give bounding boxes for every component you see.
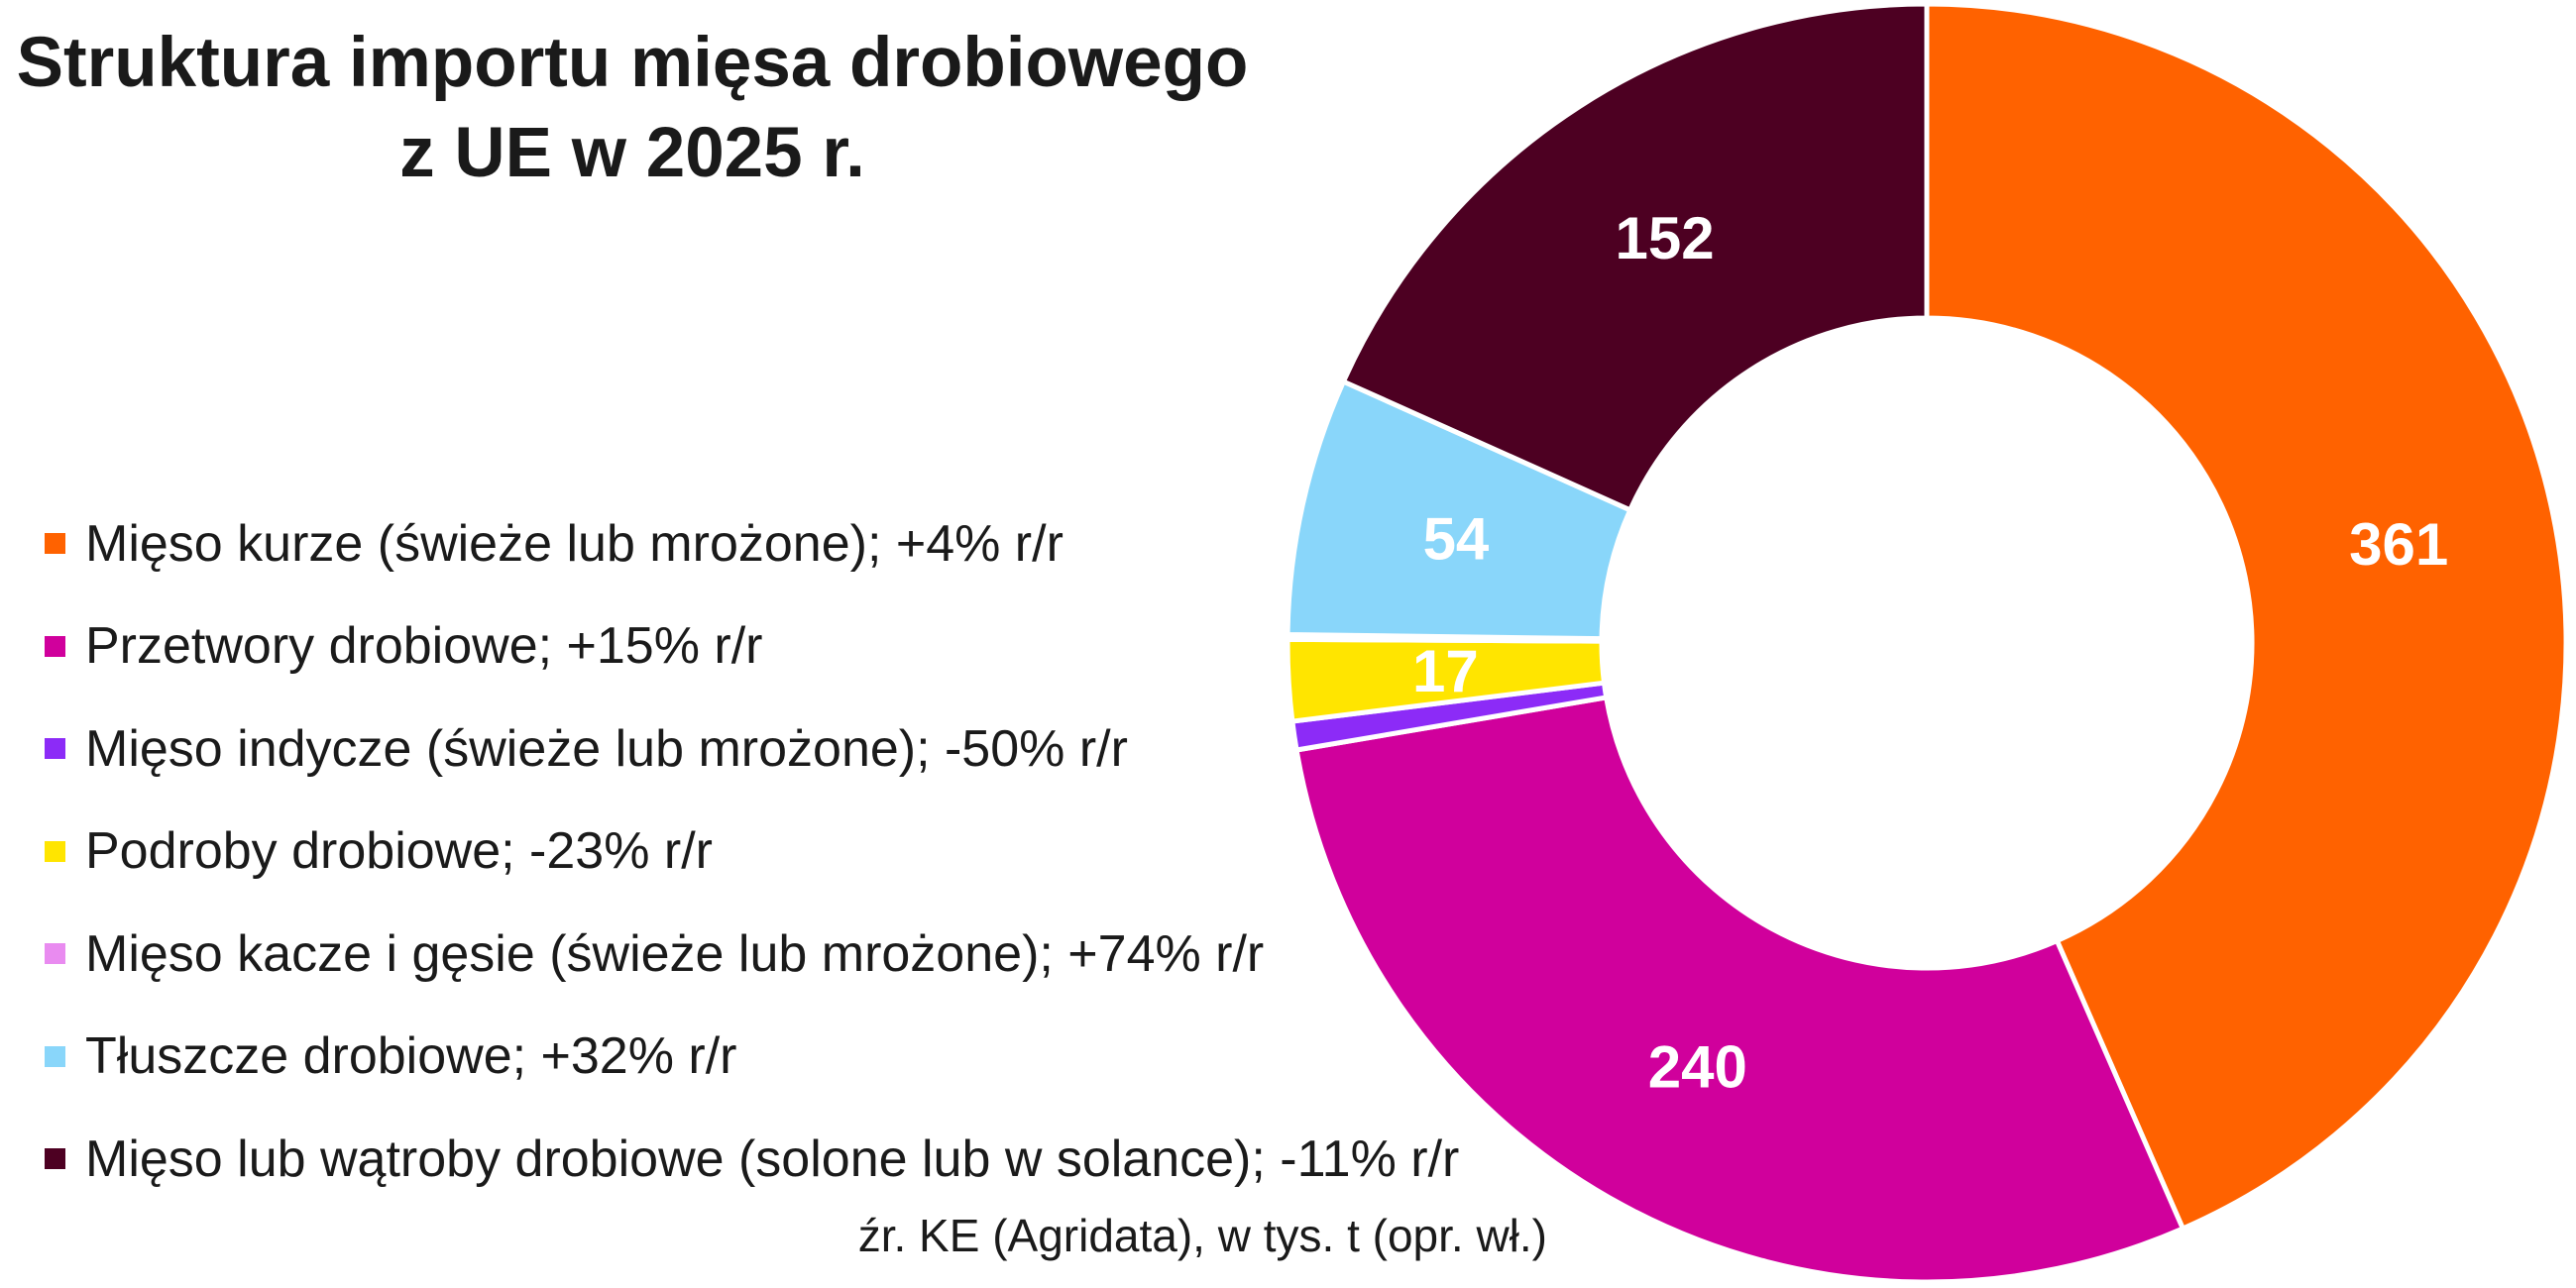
legend-item: Podroby drobiowe; -23% r/r (45, 801, 1459, 904)
legend-item: Mięso kacze i gęsie (świeże lub mrożone)… (45, 903, 1459, 1006)
chart-legend: Mięso kurze (świeże lub mrożone); +4% r/… (45, 492, 1459, 1211)
legend-item: Tłuszcze drobiowe; +32% r/r (45, 1006, 1459, 1109)
legend-marker (45, 738, 65, 760)
legend-item: Mięso lub wątroby drobiowe (solone lub w… (45, 1108, 1459, 1211)
legend-label: Mięso indycze (świeże lub mrożone); -50%… (85, 719, 1128, 778)
slice-value-label: 17 (1412, 638, 1479, 704)
donut-slices (1285, 1, 2569, 1285)
legend-marker (45, 635, 65, 657)
source-note: źr. KE (Agridata), w tys. t (opr. wł.) (857, 1210, 1547, 1261)
legend-marker (45, 840, 65, 862)
legend-item: Mięso indycze (świeże lub mrożone); -50%… (45, 698, 1459, 801)
legend-label: Mięso kurze (świeże lub mrożone); +4% r/… (85, 514, 1064, 573)
legend-label: Tłuszcze drobiowe; +32% r/r (85, 1027, 737, 1086)
legend-marker (45, 1148, 65, 1170)
donut-slice (1924, 1, 2569, 1232)
legend-label: Mięso kacze i gęsie (świeże lub mrożone)… (85, 924, 1265, 983)
legend-marker (45, 1045, 65, 1067)
legend-label: Mięso lub wątroby drobiowe (solone lub w… (85, 1129, 1460, 1188)
chart-title: Struktura importu mięsa drobiowego z UE … (0, 18, 1265, 198)
slice-value-label: 152 (1616, 205, 1715, 271)
legend-label: Podroby drobiowe; -23% r/r (85, 822, 713, 881)
legend-item: Przetwory drobiowe; +15% r/r (45, 595, 1459, 698)
legend-marker (45, 943, 65, 965)
slice-value-label: 240 (1648, 1034, 1747, 1101)
chart-title-line-2: z UE w 2025 r. (399, 114, 865, 192)
donut-slice (1293, 695, 2185, 1285)
legend-label: Przetwory drobiowe; +15% r/r (85, 617, 763, 676)
legend-marker (45, 533, 65, 555)
slice-value-label: 361 (2349, 511, 2448, 578)
chart-title-line-1: Struktura importu mięsa drobiowego (16, 24, 1249, 102)
donut-value-labels: 361 240 17 54 152 (1412, 205, 2448, 1100)
legend-item: Mięso kurze (świeże lub mrożone); +4% r/… (45, 492, 1459, 595)
slice-value-label: 54 (1423, 506, 1490, 573)
donut-slice (1340, 1, 1930, 513)
